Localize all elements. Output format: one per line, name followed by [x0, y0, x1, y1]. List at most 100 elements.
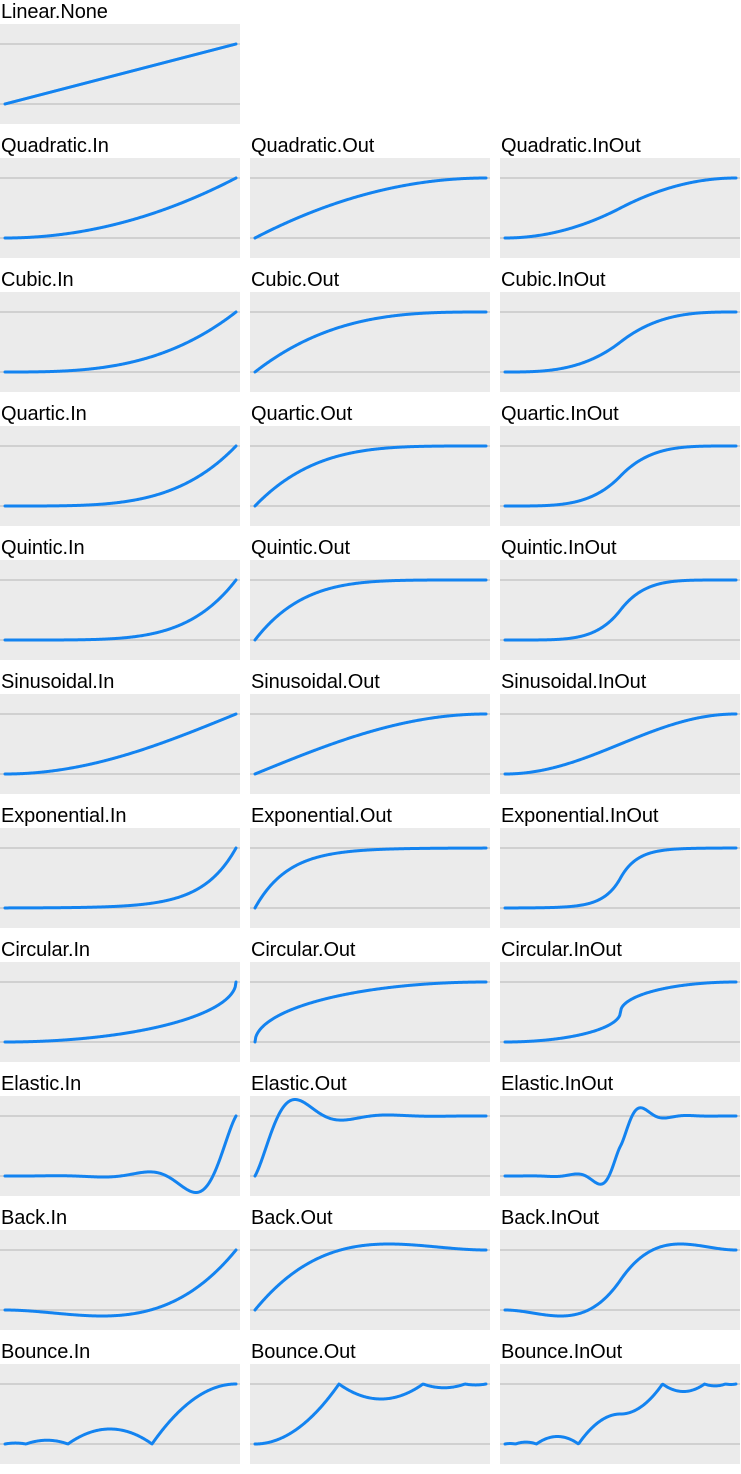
easing-curve — [253, 1098, 488, 1178]
chart-bounce-inout: Bounce.InOut — [500, 1340, 740, 1474]
plot-area — [250, 158, 490, 258]
easing-curve — [503, 310, 738, 374]
plot-area — [500, 1364, 740, 1464]
chart-title: Sinusoidal.InOut — [501, 671, 647, 693]
chart-circular-inout: Circular.InOut — [500, 938, 740, 1072]
chart-quartic-in: Quartic.In — [0, 402, 240, 536]
plot-area — [0, 158, 240, 258]
chart-title: Sinusoidal.Out — [251, 671, 380, 693]
easing-curve — [253, 1242, 488, 1312]
chart-bounce-in: Bounce.In — [0, 1340, 240, 1474]
easing-curve — [3, 980, 238, 1044]
plot-area — [0, 24, 240, 124]
plot-background — [0, 694, 240, 794]
chart-cubic-inout: Cubic.InOut — [500, 268, 740, 402]
plot-area — [500, 560, 740, 660]
easing-curve — [253, 712, 488, 776]
plot-area — [0, 426, 240, 526]
easing-curve — [503, 846, 738, 910]
plot-background — [0, 158, 240, 258]
chart-quadratic-in: Quadratic.In — [0, 134, 240, 268]
plot-background — [250, 1096, 490, 1196]
plot-area — [500, 1230, 740, 1330]
chart-title: Quadratic.InOut — [501, 135, 641, 157]
plot-area — [500, 426, 740, 526]
easing-curve — [3, 846, 238, 910]
plot-area — [250, 694, 490, 794]
chart-quartic-inout: Quartic.InOut — [500, 402, 740, 536]
chart-title: Linear.None — [1, 1, 108, 23]
chart-title: Back.In — [1, 1207, 67, 1229]
easing-curve — [253, 176, 488, 240]
chart-title: Back.Out — [251, 1207, 333, 1229]
plot-area — [0, 1230, 240, 1330]
easing-curve — [503, 980, 738, 1044]
plot-area — [0, 694, 240, 794]
plot-area — [0, 1096, 240, 1196]
chart-title: Quadratic.In — [1, 135, 109, 157]
chart-title: Quintic.InOut — [501, 537, 617, 559]
chart-title: Circular.Out — [251, 939, 356, 961]
chart-title: Circular.InOut — [501, 939, 622, 961]
plot-area — [0, 962, 240, 1062]
plot-background — [250, 962, 490, 1062]
easing-curve — [253, 578, 488, 642]
plot-background — [250, 560, 490, 660]
chart-title: Elastic.Out — [251, 1073, 347, 1095]
plot-background — [0, 1096, 240, 1196]
plot-background — [250, 158, 490, 258]
plot-area — [500, 292, 740, 392]
plot-area — [250, 1364, 490, 1464]
chart-sinusoidal-in: Sinusoidal.In — [0, 670, 240, 804]
plot-area — [250, 1096, 490, 1196]
easing-curve — [503, 1106, 738, 1186]
chart-quintic-inout: Quintic.InOut — [500, 536, 740, 670]
chart-back-out: Back.Out — [250, 1206, 490, 1340]
chart-quadratic-out: Quadratic.Out — [250, 134, 490, 268]
plot-background — [0, 1230, 240, 1330]
easing-curve — [253, 980, 488, 1044]
chart-elastic-out: Elastic.Out — [250, 1072, 490, 1206]
plot-area — [500, 1096, 740, 1196]
plot-area — [500, 694, 740, 794]
plot-area — [500, 158, 740, 258]
chart-back-inout: Back.InOut — [500, 1206, 740, 1340]
easing-curve — [503, 578, 738, 642]
chart-title: Bounce.InOut — [501, 1341, 623, 1363]
chart-title: Quintic.Out — [251, 537, 350, 559]
chart-linear-none: Linear.None — [0, 0, 240, 134]
chart-title: Circular.In — [1, 939, 90, 961]
plot-background — [0, 560, 240, 660]
plot-area — [250, 560, 490, 660]
plot-background — [250, 292, 490, 392]
chart-title: Back.InOut — [501, 1207, 599, 1229]
chart-sinusoidal-out: Sinusoidal.Out — [250, 670, 490, 804]
plot-area — [250, 828, 490, 928]
chart-quartic-out: Quartic.Out — [250, 402, 490, 536]
easing-curve — [3, 1114, 238, 1194]
plot-background — [0, 1364, 240, 1464]
chart-title: Quartic.InOut — [501, 403, 619, 425]
plot-area — [0, 560, 240, 660]
easing-curve — [3, 712, 238, 776]
chart-title: Cubic.In — [1, 269, 74, 291]
easing-curve — [253, 444, 488, 508]
chart-title: Quadratic.Out — [251, 135, 375, 157]
chart-title: Exponential.In — [1, 805, 127, 827]
easing-curve — [253, 846, 488, 910]
chart-circular-out: Circular.Out — [250, 938, 490, 1072]
chart-title: Elastic.InOut — [501, 1073, 614, 1095]
easing-curve — [503, 444, 738, 508]
chart-circular-in: Circular.In — [0, 938, 240, 1072]
plot-background — [0, 962, 240, 1062]
plot-area — [250, 1230, 490, 1330]
plot-area — [250, 426, 490, 526]
easing-curve — [253, 1382, 488, 1446]
chart-quintic-out: Quintic.Out — [250, 536, 490, 670]
easing-curve — [503, 176, 738, 240]
plot-area — [250, 292, 490, 392]
chart-cubic-in: Cubic.In — [0, 268, 240, 402]
easing-curve — [3, 42, 238, 106]
plot-background — [250, 1364, 490, 1464]
